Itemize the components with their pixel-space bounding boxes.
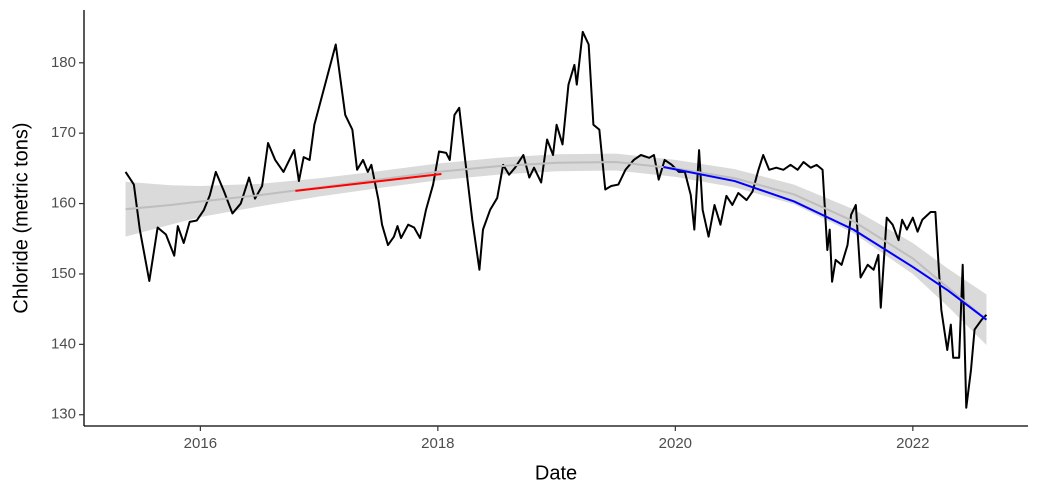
series-line: [124, 30, 988, 409]
series-line: [295, 173, 442, 192]
x-axis-title: Date: [535, 462, 577, 484]
series-line: [125, 161, 988, 321]
y-axis-title: Chloride (metric tons): [10, 122, 32, 313]
y-tick-label: 130: [51, 406, 76, 423]
confidence-band: [125, 153, 987, 346]
y-tick-label: 160: [51, 195, 76, 212]
y-tick-label: 150: [51, 265, 76, 282]
y-tick-label: 140: [51, 335, 76, 352]
x-tick-label: 2022: [896, 435, 929, 452]
x-tick-label: 2016: [184, 435, 217, 452]
series-line: [663, 165, 988, 321]
x-tick-label: 2020: [659, 435, 692, 452]
y-tick-label: 170: [51, 124, 76, 141]
y-tick-label: 180: [51, 54, 76, 71]
x-tick-label: 2018: [421, 435, 454, 452]
